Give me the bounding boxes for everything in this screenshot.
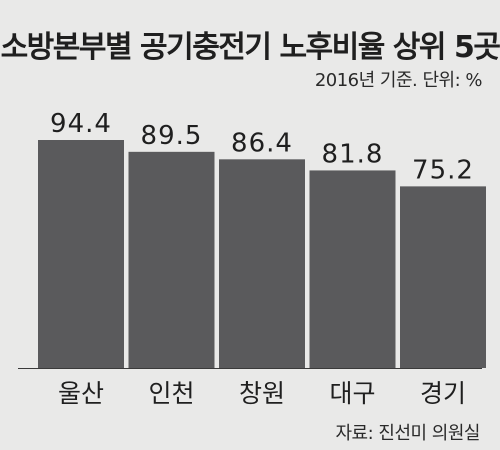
category-label-5: 경기 (420, 379, 466, 408)
value-label-2: 89.5 (141, 121, 203, 151)
category-label-2: 인천 (148, 379, 194, 408)
chart-source: 자료: 진선미 의원실 (335, 423, 481, 444)
category-label-1: 울산 (58, 379, 104, 408)
chart-subtitle: 2016년 기준. 단위: % (314, 70, 483, 91)
bar-2 (128, 151, 215, 368)
category-label-4: 대구 (329, 379, 375, 408)
bar-3 (219, 159, 305, 368)
bar-5 (400, 186, 486, 368)
value-label-3: 86.4 (231, 128, 293, 158)
value-labels-group: 94.4 89.5 86.4 81.8 75.2 (50, 109, 474, 185)
value-label-1: 94.4 (50, 109, 112, 139)
category-labels-group: 울산 인천 창원 대구 경기 (58, 379, 466, 408)
bar-4 (309, 170, 396, 368)
bars-group (38, 140, 486, 368)
value-label-4: 81.8 (322, 139, 384, 169)
chart-title: 소방본부별 공기충전기 노후비율 상위 5곳 (0, 30, 500, 65)
bar-1 (38, 140, 124, 368)
category-label-3: 창원 (239, 379, 285, 408)
value-label-5: 75.2 (412, 155, 474, 185)
